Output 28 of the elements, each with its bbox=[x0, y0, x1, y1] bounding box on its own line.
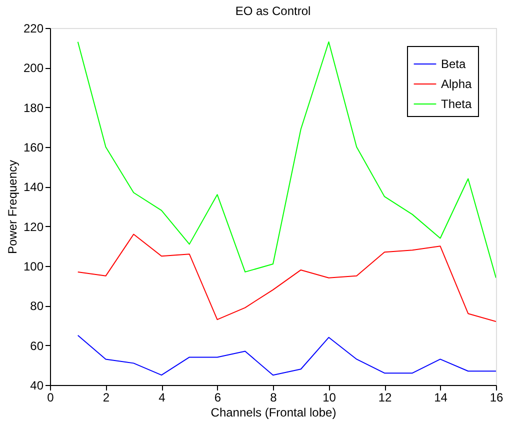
chart-title: EO as Control bbox=[235, 4, 311, 18]
y-tick-label: 80 bbox=[30, 299, 44, 314]
y-tick-label: 220 bbox=[23, 22, 44, 36]
y-tick-label: 200 bbox=[23, 61, 44, 76]
y-axis-title: Power Frequency bbox=[5, 160, 20, 254]
x-tick-label: 16 bbox=[490, 390, 504, 404]
line-series bbox=[77, 41, 496, 278]
legend-label: Alpha bbox=[441, 77, 472, 91]
x-tick-label: 4 bbox=[158, 390, 166, 404]
y-tick-label: 100 bbox=[23, 260, 44, 274]
x-axis-title: Channels (Frontal lobe) bbox=[210, 406, 336, 420]
legend-label: Beta bbox=[441, 57, 466, 71]
y-tick-label: 140 bbox=[23, 180, 44, 194]
legend-label: Theta bbox=[441, 97, 472, 111]
x-tick-label: 2 bbox=[102, 390, 110, 404]
y-tick-label: 160 bbox=[23, 140, 44, 154]
x-tick-label: 0 bbox=[47, 390, 54, 404]
x-tick-label: 6 bbox=[214, 390, 222, 404]
x-tick-label: 12 bbox=[378, 390, 392, 404]
line-series bbox=[77, 334, 496, 376]
line-series bbox=[77, 234, 496, 322]
y-tick-label: 60 bbox=[30, 338, 44, 353]
x-tick-label: 14 bbox=[434, 390, 448, 404]
x-tick-label: 10 bbox=[322, 390, 336, 404]
y-tick-label: 120 bbox=[23, 220, 44, 234]
y-tick-label: 40 bbox=[30, 378, 44, 392]
x-tick-label: 8 bbox=[270, 390, 278, 404]
y-tick-label: 180 bbox=[23, 100, 44, 115]
